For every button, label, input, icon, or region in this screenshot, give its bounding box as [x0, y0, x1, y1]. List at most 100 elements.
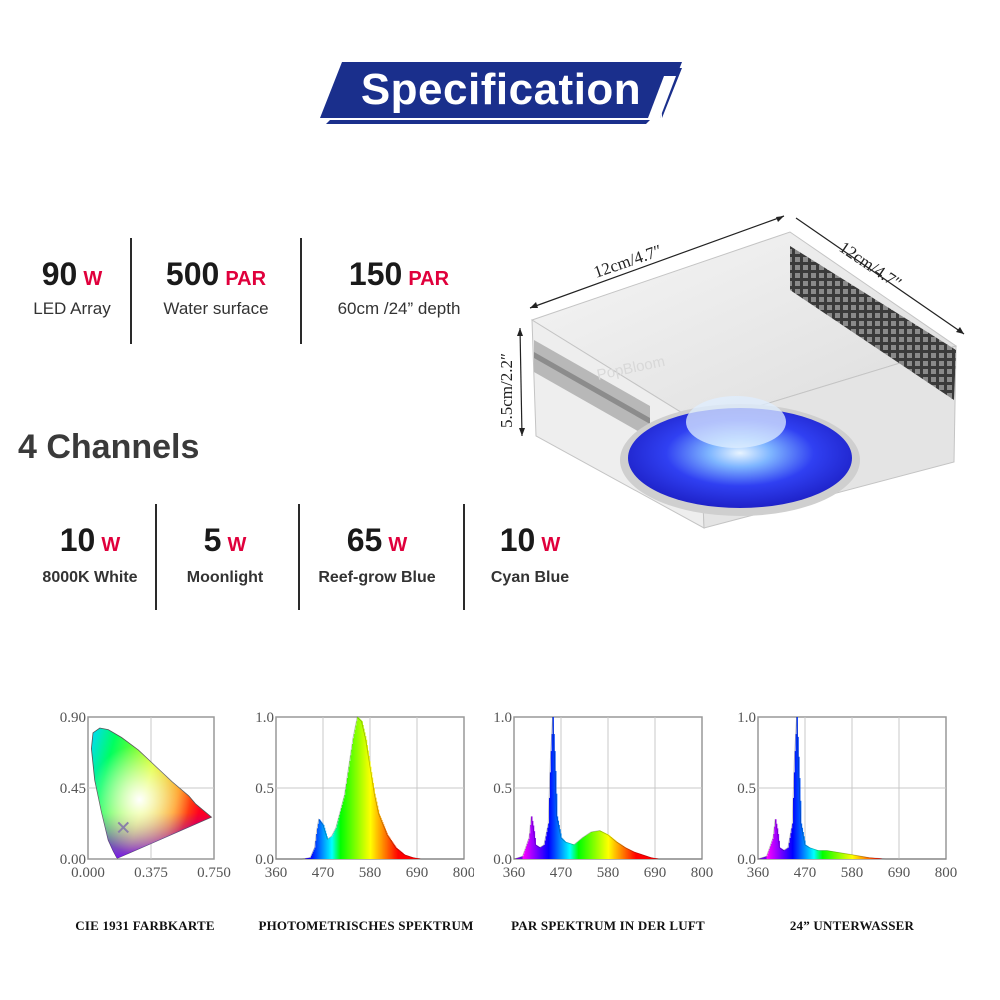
dimension-width: 12cm/4.7″	[591, 241, 664, 282]
spectrum-bar	[837, 852, 839, 859]
spectrum-bar	[799, 800, 802, 859]
channel-value: 5	[203, 522, 222, 558]
spectrum-bar	[799, 778, 801, 859]
spec-unit: PAR	[225, 268, 267, 290]
spectrum-bar	[572, 844, 575, 859]
spectrum-bar	[560, 833, 562, 859]
spectrum-bar	[654, 858, 656, 859]
spectrum-bar	[352, 738, 355, 859]
spectrum-bar	[537, 846, 540, 859]
y-tick-label: 0.00	[60, 852, 86, 868]
spectrum-bar	[320, 821, 322, 859]
spectrum-bar	[567, 842, 570, 859]
spectrum-bar	[823, 850, 826, 859]
spectrum-bar	[804, 840, 806, 859]
spectrum-bar	[317, 823, 320, 859]
spectrum-bar	[797, 736, 799, 859]
spectrum-bar	[781, 849, 784, 859]
spectrum-bar	[393, 845, 396, 859]
x-tick-label: 0.000	[71, 865, 105, 881]
spectrum-bar	[588, 833, 590, 859]
spectrum-bar	[621, 845, 624, 859]
spectrum-bar	[876, 858, 879, 859]
spectrum-bar	[820, 850, 822, 859]
spectrum-bar	[364, 736, 367, 859]
spectrum-bar	[337, 821, 339, 859]
spectrum-bar	[388, 837, 391, 859]
spectrum-bar	[877, 858, 880, 859]
spectrum-bar	[864, 856, 867, 859]
x-tick-label: 580	[841, 865, 864, 881]
product-image: PopBloom 12cm/4.7″ 12cm/4.7″ 5.5cm/2.2″	[497, 215, 965, 529]
spectrum-bar	[638, 853, 641, 859]
spectrum-bar	[328, 838, 330, 859]
spectrum-bar	[537, 845, 539, 859]
x-tick-label: 360	[265, 865, 288, 881]
spectrum-bar	[597, 830, 600, 859]
spectrum-bar	[649, 857, 651, 859]
spectrum-bar	[331, 836, 333, 859]
spectrum-bar	[400, 851, 403, 859]
spectrum-bar	[541, 846, 543, 859]
x-tick-label: 0.750	[197, 865, 231, 881]
spectrum-bar	[546, 832, 548, 859]
spectrum-bar	[343, 798, 345, 859]
spectrum-bar	[318, 819, 321, 859]
spectrum-bar	[772, 838, 774, 859]
spectrum-bar	[575, 843, 577, 859]
spectrum-bar	[649, 857, 652, 859]
spectrum-bar	[347, 772, 350, 859]
spectrum-bar	[526, 843, 529, 859]
spectrum-bar	[305, 858, 308, 859]
spectrum-bar	[771, 841, 774, 859]
vent-grille	[790, 246, 956, 400]
spectrum-bar	[380, 817, 382, 859]
spectrum-bar	[637, 853, 640, 859]
x-tick-label: 360	[503, 865, 526, 881]
spectrum-bar	[522, 856, 524, 859]
spectrum-bar	[520, 856, 523, 859]
spectrum-bar	[840, 852, 842, 859]
spectrum-bar	[326, 836, 328, 859]
spectrum-bar	[867, 857, 869, 859]
spectrum-bar	[653, 858, 655, 859]
spectrum-bar	[824, 850, 827, 859]
spectrum-bar	[555, 793, 558, 859]
spectrum-bar	[314, 847, 316, 859]
spectrum-bar	[786, 848, 788, 859]
spectrum-bar	[323, 824, 325, 859]
spectrum-bar	[782, 849, 785, 859]
spectrum-bar	[391, 841, 393, 859]
spectrum-bar	[871, 857, 874, 859]
spectrum-bar	[417, 858, 420, 859]
divider	[130, 238, 132, 344]
y-tick-label: 0.0	[255, 852, 274, 868]
spectrum-bar	[777, 834, 780, 859]
spectrum-bar	[576, 842, 578, 859]
spectrum-bar	[814, 849, 816, 859]
spectrum-bar	[631, 851, 634, 859]
spectrum-bar	[769, 848, 771, 859]
spectrum-bar	[834, 851, 837, 859]
spectrum-bar	[624, 847, 626, 859]
spectrum-bar	[629, 849, 631, 859]
spectrum-bar	[855, 855, 857, 859]
y-tick-label: 0.5	[493, 781, 512, 797]
x-tick-label: 800	[691, 865, 714, 881]
x-tick-label: 690	[888, 865, 911, 881]
channel-value: 10	[59, 522, 96, 558]
spectrum-bar	[815, 849, 817, 859]
y-tick-label: 0.0	[737, 852, 756, 868]
spectrum-bar	[411, 857, 413, 859]
y-tick-label: 0.45	[60, 781, 86, 797]
spectrum-bar	[582, 837, 584, 859]
spectrum-bar	[608, 834, 610, 859]
spectrum-bar	[822, 850, 824, 859]
spectrum-bar	[642, 854, 644, 859]
spectrum-bar	[330, 836, 333, 859]
spectrum-bar	[825, 850, 827, 859]
spectrum-bar	[768, 851, 770, 859]
spectrum-bar	[321, 822, 323, 859]
spectrum-bar	[322, 823, 324, 859]
spectrum-bar	[339, 814, 341, 859]
